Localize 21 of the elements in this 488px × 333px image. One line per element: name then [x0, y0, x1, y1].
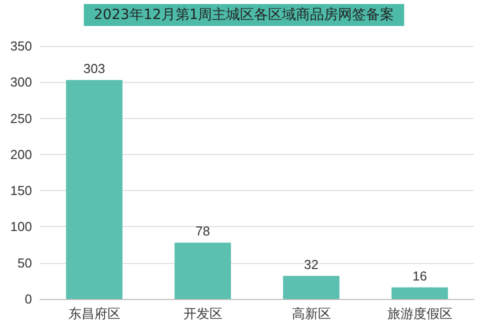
y-tick-label: 250 [10, 110, 32, 126]
y-tick-label: 300 [10, 74, 32, 90]
x-tick-label: 东昌府区 [68, 306, 120, 321]
data-label: 16 [412, 268, 427, 284]
chart-title: 2023年12月第1周主城区各区域商品房网签备案 [94, 6, 394, 23]
y-tick-label: 350 [10, 38, 32, 54]
x-tick-label: 旅游度假区 [387, 306, 452, 321]
data-label: 78 [196, 224, 210, 239]
y-tick-label: 0 [24, 292, 32, 306]
x-tick-label: 高新区 [292, 306, 331, 321]
bar [283, 276, 340, 299]
x-tick-label: 开发区 [183, 306, 222, 321]
y-tick-label: 50 [18, 255, 32, 270]
data-label: 303 [83, 60, 106, 76]
y-tick-label: 100 [10, 219, 32, 234]
bar [392, 287, 448, 299]
y-tick-label: 200 [10, 146, 32, 162]
bar [66, 80, 122, 299]
data-label: 32 [304, 256, 318, 272]
y-tick-label: 150 [10, 183, 32, 198]
bar [174, 242, 231, 299]
